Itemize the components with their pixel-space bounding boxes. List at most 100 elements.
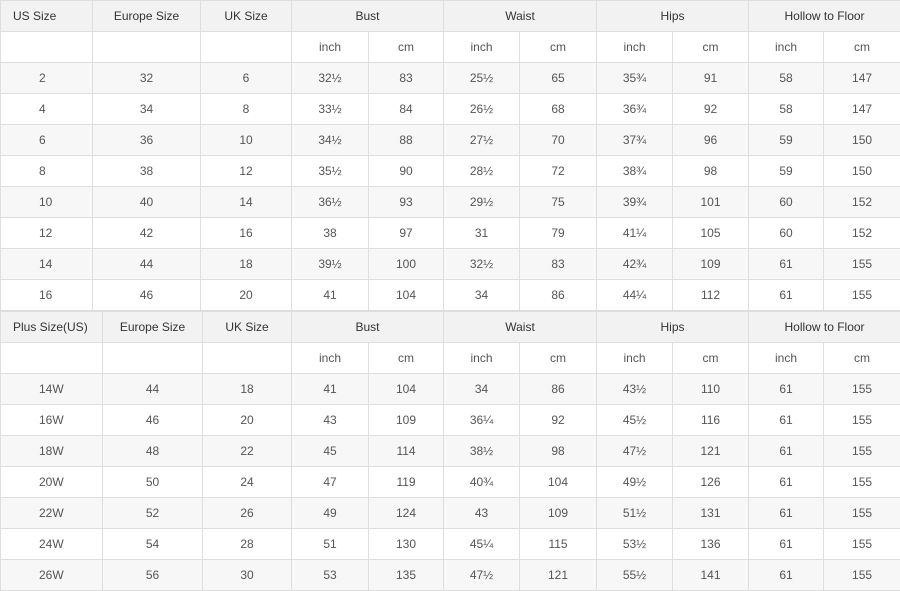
table-cell: 155 — [823, 497, 900, 529]
table-cell: 101 — [672, 186, 750, 218]
table-cell: 124 — [367, 497, 445, 529]
table-cell: 51½ — [596, 497, 674, 529]
unit-row: inch cm inch cm inch cm inch cm — [0, 342, 900, 374]
column-header: UK Size — [202, 311, 292, 343]
table-cell: 37¾ — [596, 124, 674, 156]
table-row: 22W 52 26 49 124 43 109 51½ 131 61 155 — [0, 497, 900, 529]
table-cell: 61 — [748, 404, 825, 436]
table-cell: 22W — [0, 497, 103, 529]
header-row: Plus Size(US) Europe Size UK Size Bust Waist… — [0, 311, 900, 343]
table-cell: 96 — [672, 124, 750, 156]
table-cell: 14 — [0, 248, 93, 280]
table-cell: 38 — [291, 217, 369, 249]
table-cell: 38½ — [443, 435, 521, 467]
unit-label: inch — [443, 31, 521, 63]
table-cell: 40¾ — [443, 466, 521, 498]
column-header: Bust — [290, 0, 445, 32]
table-cell: 152 — [823, 186, 900, 218]
table-cell: 59 — [748, 155, 825, 187]
table-cell: 141 — [672, 559, 750, 591]
table-cell: 47½ — [443, 559, 521, 591]
table-cell: 135 — [367, 559, 445, 591]
table-cell: 100 — [367, 248, 445, 280]
column-header: Plus Size(US) — [0, 311, 103, 343]
table-cell: 8 — [0, 155, 93, 187]
table-cell: 61 — [748, 435, 825, 467]
table-cell: 16 — [200, 217, 292, 249]
unit-row: inch cm inch cm inch cm inch cm — [0, 31, 900, 63]
table-cell: 84 — [367, 93, 445, 125]
table-cell: 26½ — [443, 93, 521, 125]
table-cell: 47½ — [596, 435, 674, 467]
table-cell: 110 — [672, 373, 750, 405]
table-cell: 10 — [0, 186, 93, 218]
table-cell: 25½ — [443, 62, 521, 94]
table-row: 8 38 12 35½ 90 28½ 72 38¾ 98 59 150 — [0, 155, 900, 187]
table-cell: 41 — [291, 279, 369, 311]
table-cell: 43 — [443, 497, 521, 529]
table-cell: 51 — [291, 528, 369, 560]
table-cell: 155 — [823, 404, 900, 436]
table-cell: 150 — [823, 124, 900, 156]
table-row: 18W 48 22 45 114 38½ 98 47½ 121 61 155 — [0, 435, 900, 467]
table-cell: 28 — [202, 528, 292, 560]
table-cell: 6 — [200, 62, 292, 94]
table-cell: 47 — [291, 466, 369, 498]
table-cell: 38¾ — [596, 155, 674, 187]
table-cell: 44 — [92, 248, 201, 280]
table-cell: 43½ — [596, 373, 674, 405]
unit-label: inch — [748, 342, 825, 374]
table-cell: 61 — [748, 528, 825, 560]
table-cell: 26W — [0, 559, 103, 591]
table-cell: 121 — [519, 559, 598, 591]
table-cell: 93 — [367, 186, 445, 218]
table-cell: 126 — [672, 466, 750, 498]
unit-label: cm — [519, 342, 598, 374]
standard-size-table: US Size Europe Size UK Size Bust Waist Hips Ho… — [0, 0, 900, 311]
unit-label: cm — [519, 31, 598, 63]
column-header: Europe Size — [92, 0, 201, 32]
table-cell: 75 — [519, 186, 598, 218]
table-row: 12 42 16 38 97 31 79 41¼ 105 60 152 — [0, 217, 900, 249]
column-header: US Size — [0, 0, 93, 32]
table-cell: 61 — [748, 559, 825, 591]
table-cell: 41 — [291, 373, 369, 405]
table-cell: 53 — [291, 559, 369, 591]
table-row: 14W 44 18 41 104 34 86 43½ 110 61 155 — [0, 373, 900, 405]
unit-label: cm — [672, 342, 750, 374]
table-cell: 32 — [92, 62, 201, 94]
table-cell: 12 — [200, 155, 292, 187]
table-cell: 16 — [0, 279, 93, 311]
table-cell: 30 — [202, 559, 292, 591]
table-cell: 18 — [202, 373, 292, 405]
table-cell: 2 — [0, 62, 93, 94]
table-cell: 61 — [748, 373, 825, 405]
unit-label: cm — [823, 342, 900, 374]
table-cell: 42 — [92, 217, 201, 249]
table-cell: 152 — [823, 217, 900, 249]
table-cell: 91 — [672, 62, 750, 94]
table-cell: 33½ — [291, 93, 369, 125]
table-cell: 131 — [672, 497, 750, 529]
table-cell: 24W — [0, 528, 103, 560]
empty-cell — [0, 342, 103, 374]
table-cell: 88 — [367, 124, 445, 156]
table-cell: 83 — [519, 248, 598, 280]
table-cell: 10 — [200, 124, 292, 156]
table-cell: 32½ — [443, 248, 521, 280]
table-cell: 32½ — [291, 62, 369, 94]
table-cell: 104 — [367, 279, 445, 311]
table-cell: 34 — [443, 373, 521, 405]
table-cell: 68 — [519, 93, 598, 125]
table-row: 10 40 14 36½ 93 29½ 75 39¾ 101 60 152 — [0, 186, 900, 218]
table-row: 2 32 6 32½ 83 25½ 65 35¾ 91 58 147 — [0, 62, 900, 94]
column-header: Waist — [443, 0, 598, 32]
table-cell: 155 — [823, 279, 900, 311]
table-row: 16W 46 20 43 109 36¼ 92 45½ 116 61 155 — [0, 404, 900, 436]
table-cell: 34½ — [291, 124, 369, 156]
table-cell: 109 — [672, 248, 750, 280]
table-cell: 4 — [0, 93, 93, 125]
table-cell: 34 — [92, 93, 201, 125]
table-cell: 98 — [672, 155, 750, 187]
table-cell: 20W — [0, 466, 103, 498]
